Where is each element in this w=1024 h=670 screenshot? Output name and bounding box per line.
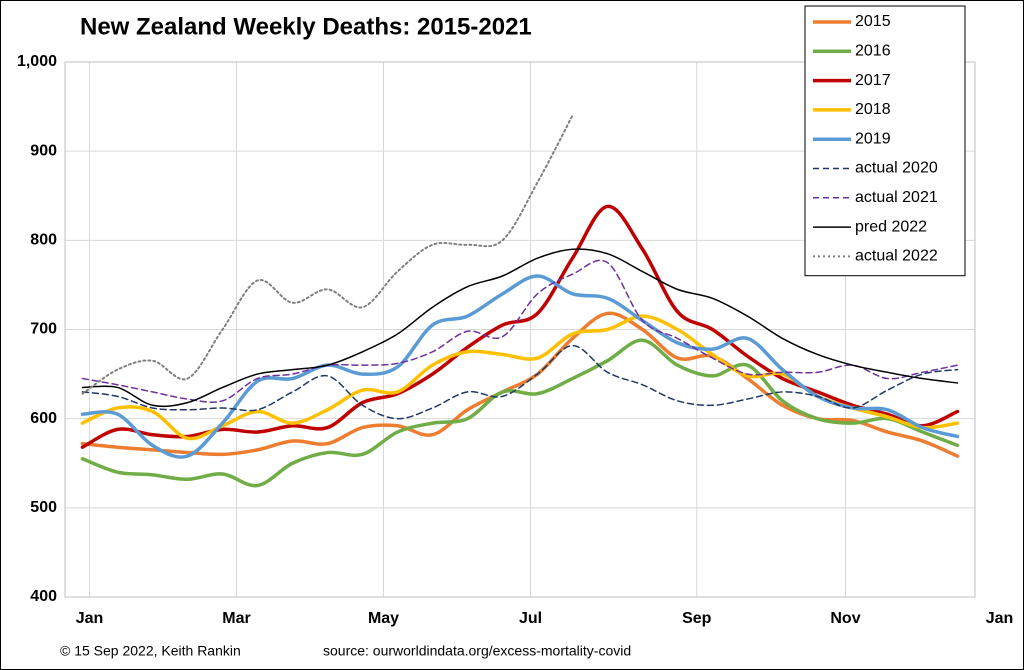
- series-line: [80, 204, 960, 449]
- legend-label: 2018: [855, 101, 891, 118]
- y-tick-label: 400: [30, 588, 57, 605]
- series-line: [80, 338, 960, 488]
- x-tick-label: Nov: [830, 610, 860, 627]
- series-line: [81, 248, 959, 408]
- plot-border: [64, 61, 976, 598]
- legend-label: pred 2022: [855, 218, 927, 235]
- source: source: ourworldindata.org/excess-mortal…: [323, 643, 631, 659]
- footnote: © 15 Sep 2022, Keith Rankin: [60, 643, 241, 659]
- y-tick-label: 600: [30, 410, 57, 427]
- series-line: [81, 259, 959, 403]
- y-tick-label: 500: [30, 499, 57, 516]
- y-tick-label: 900: [30, 142, 57, 159]
- series-line: [81, 114, 574, 395]
- legend-label: 2015: [855, 13, 891, 30]
- series-line: [81, 344, 959, 420]
- series-line: [80, 274, 960, 459]
- x-tick-label: Mar: [222, 610, 250, 627]
- y-tick-label: 700: [30, 321, 57, 338]
- x-tick-label: Jan: [76, 610, 104, 627]
- legend: 2015 2016 2017 2018 2019 actual 2020 actual 20…: [804, 5, 966, 277]
- legend-label: actual 2022: [855, 248, 938, 265]
- x-tick-label: May: [368, 610, 399, 627]
- x-tick-label: Jan: [986, 610, 1014, 627]
- chart-title: New Zealand Weekly Deaths: 2015-2021: [80, 13, 532, 40]
- y-tick-label: 800: [30, 232, 57, 249]
- legend-label: 2017: [855, 72, 891, 89]
- x-tick-label: Sep: [682, 610, 712, 627]
- y-tick-label: 1,000: [17, 53, 57, 70]
- legend-label: actual 2020: [855, 160, 938, 177]
- legend-label: actual 2021: [855, 189, 938, 206]
- legend-label: 2016: [855, 43, 891, 60]
- x-tick-label: Jul: [519, 610, 542, 627]
- legend-label: 2019: [855, 130, 891, 147]
